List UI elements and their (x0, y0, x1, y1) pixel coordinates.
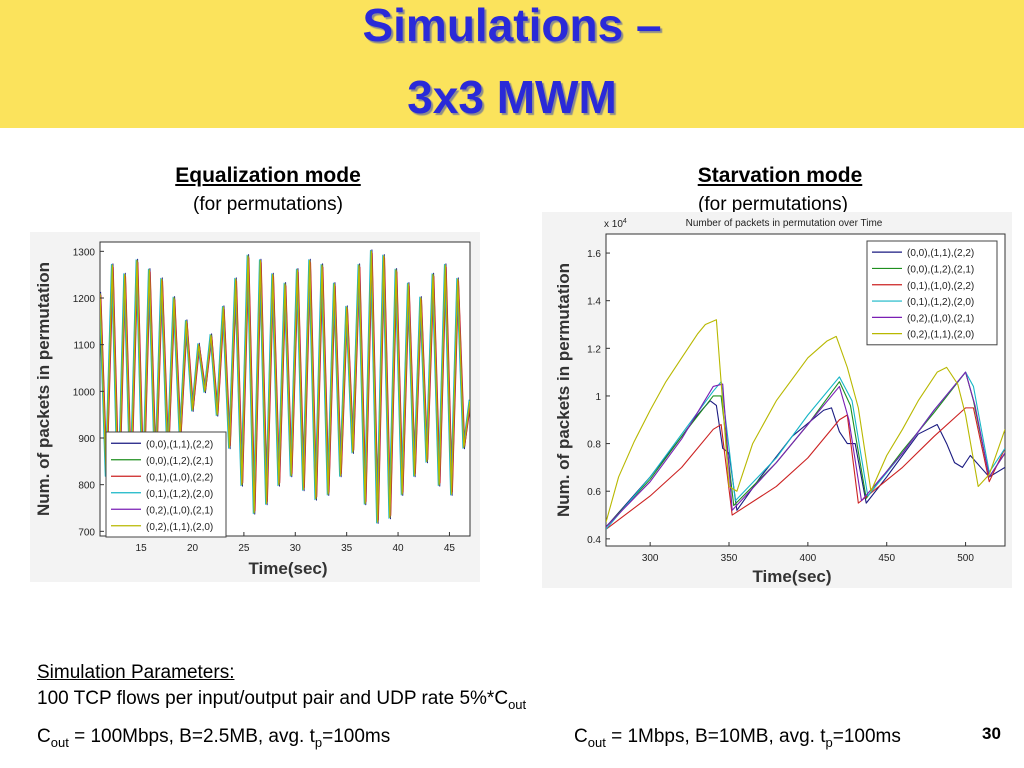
series-line (100, 252, 470, 521)
legend-entry: (0,2),(1,0),(2,1) (907, 313, 974, 324)
slide-number: 30 (982, 724, 1001, 743)
legend: (0,0),(1,1),(2,2) (0,0),(1,2),(2,1) (0,1),… (105, 431, 227, 538)
legend-entry: (0,1),(1,0),(2,2) (146, 472, 213, 483)
x-axis-label: Time(sec) (248, 559, 327, 578)
x-tick-label: 30 (290, 543, 302, 554)
y-tick-label: 0.6 (587, 487, 601, 498)
params-left-config: Cout = 100Mbps, B=2.5MB, avg. tp=100ms (37, 726, 391, 750)
x-tick-label: 45 (444, 543, 456, 554)
legend-entry: (0,0),(1,1),(2,2) (907, 248, 974, 259)
series-line (100, 249, 470, 524)
y-tick-label: 0.4 (587, 535, 601, 546)
slide-title-line1: Simulations – (362, 0, 662, 51)
y-tick-label: 0.8 (587, 440, 601, 451)
x-tick-label: 20 (187, 543, 199, 554)
y-tick-label: 1.6 (587, 249, 601, 260)
params-right-config: Cout = 1Mbps, B=10MB, avg. tp=100ms (574, 726, 901, 750)
y-axis-label: Num. of packets in permutation (554, 263, 573, 517)
series-line (606, 371, 1005, 528)
series-group (100, 249, 470, 524)
equalization-chart: 15 20 25 30 35 40 457008009001000110012001300 … (30, 232, 480, 582)
chart-title: Number of packets in permutation over Ti… (686, 218, 883, 229)
axis-ticks: 15 20 25 30 35 40 45 700 800 900 1000 1100 1200 1300 (73, 247, 456, 554)
series-line (606, 319, 1005, 523)
params-line1: 100 TCP flows per input/output pair and … (37, 688, 527, 712)
legend-entry: (0,2),(1,1),(2,0) (907, 330, 974, 341)
x-tick-label: 350 (721, 553, 738, 564)
y-tick-label: 1.2 (587, 344, 601, 355)
legend-entry: (0,2),(1,0),(2,1) (146, 505, 213, 516)
y-axis-label: Num. of packets in permutation (34, 262, 53, 516)
series-line (606, 371, 1005, 530)
x-tick-label: 35 (341, 543, 353, 554)
legend-box (866, 240, 998, 346)
x-tick-label: 40 (392, 543, 404, 554)
x-tick-label: 300 (642, 553, 659, 564)
x-tick-label: 400 (800, 553, 817, 564)
y-tick-label: 1300 (73, 247, 96, 258)
y-tick-label: 1000 (73, 387, 96, 398)
y-tick-label: 1.4 (587, 297, 601, 308)
x-axis-label: Time(sec) (752, 567, 831, 586)
y-tick-label: 800 (78, 481, 95, 492)
right-chart-heading: Starvation mode (697, 164, 863, 187)
params-label: Simulation Parameters: (37, 662, 235, 683)
series-line (606, 407, 1005, 530)
slide-title-line2: 3x3 MWM (407, 71, 617, 123)
starvation-chart: Number of packets in permutation over Ti… (542, 212, 1012, 588)
x-tick-label: 500 (957, 553, 974, 564)
series-group (606, 319, 1005, 530)
legend-entry: (0,0),(1,1),(2,2) (146, 439, 213, 450)
y-multiplier: x 104 (604, 218, 627, 230)
left-chart-heading: Equalization mode (175, 164, 361, 187)
legend-box (105, 431, 227, 538)
series-line (100, 249, 470, 524)
series-line (100, 250, 470, 523)
right-chart-subheading: (for permutations) (698, 194, 848, 215)
x-tick-label: 15 (136, 543, 148, 554)
x-tick-label: 25 (238, 543, 250, 554)
title-band (0, 0, 1024, 128)
x-tick-label: 450 (878, 553, 895, 564)
legend-entry: (0,1),(1,2),(2,0) (146, 489, 213, 500)
y-tick-label: 1200 (73, 294, 96, 305)
legend-entry: (0,0),(1,2),(2,1) (146, 456, 213, 467)
left-chart-subheading: (for permutations) (193, 194, 343, 215)
legend-entry: (0,2),(1,1),(2,0) (146, 522, 213, 533)
y-tick-label: 1100 (73, 341, 95, 352)
legend-entry: (0,1),(1,2),(2,0) (907, 297, 974, 308)
y-tick-label: 900 (78, 434, 95, 445)
legend: (0,0),(1,1),(2,2) (0,0),(1,2),(2,1) (0,1),… (866, 240, 998, 346)
y-tick-label: 1 (595, 392, 601, 403)
legend-entry: (0,1),(1,0),(2,2) (907, 281, 974, 292)
legend-entry: (0,0),(1,2),(2,1) (907, 264, 974, 275)
axis-ticks: 300 350 400 450 500 0.4 0.6 0.8 1 1.2 1.4 1.6 (587, 249, 974, 564)
y-tick-label: 700 (78, 527, 95, 538)
